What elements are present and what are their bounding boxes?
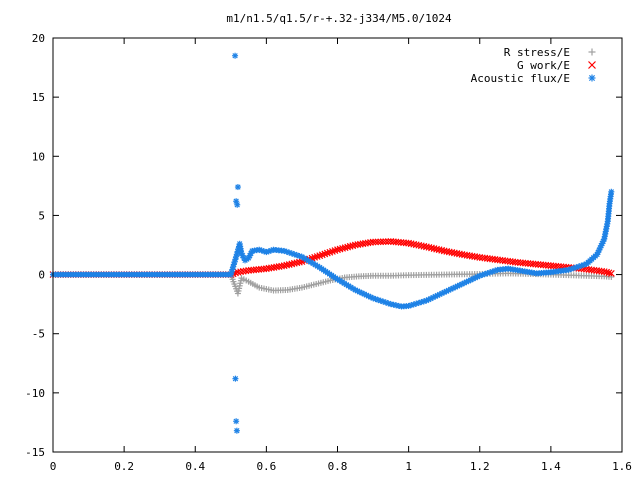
data-point: [407, 240, 415, 248]
series-2: [50, 52, 615, 434]
data-point: [412, 241, 420, 249]
data-point: [588, 61, 596, 69]
y-tick-label: -5: [32, 328, 45, 341]
data-point: [372, 238, 380, 246]
data-point: [384, 238, 392, 245]
x-tick-label: 0.2: [114, 460, 134, 473]
data-point: [232, 375, 239, 382]
data-point: [234, 268, 242, 276]
x-tick-label: 0.8: [328, 460, 348, 473]
data-point: [605, 269, 613, 277]
data-point: [608, 188, 615, 195]
x-tick-label: 1.6: [612, 460, 632, 473]
data-point: [374, 238, 382, 246]
data-point: [293, 259, 301, 267]
chart-title: m1/n1.5/q1.5/r-+.32-j334/M5.0/1024: [226, 12, 452, 25]
data-point: [382, 238, 390, 246]
data-point: [417, 242, 425, 250]
y-tick-label: 0: [38, 269, 45, 282]
x-tick-label: 0: [50, 460, 57, 473]
data-point: [453, 250, 461, 257]
data-point: [422, 243, 430, 251]
data-point: [415, 241, 423, 249]
data-point: [428, 244, 435, 252]
data-point: [280, 262, 288, 270]
data-point: [438, 246, 446, 254]
data-point: [295, 258, 303, 266]
data-point: [408, 302, 415, 309]
data-point: [239, 267, 247, 275]
data-point: [234, 184, 241, 191]
y-tick-label: -10: [25, 387, 45, 400]
x-tick-label: 1.4: [541, 460, 561, 473]
y-tick-label: 15: [32, 91, 45, 104]
x-tick-label: 1: [405, 460, 412, 473]
data-point: [588, 48, 596, 56]
data-point: [440, 247, 448, 255]
y-axis: 20 15 10 5 0 -5 -10 -15: [25, 32, 622, 459]
data-point: [233, 427, 240, 434]
plot-frame: [52, 37, 623, 453]
legend-label: R stress/E: [504, 46, 570, 59]
x-tick-label: 1.2: [470, 460, 490, 473]
data-point: [369, 238, 377, 246]
data-point: [278, 262, 286, 270]
plot-area: [49, 52, 615, 434]
y-tick-label: 10: [32, 150, 45, 163]
data-point: [405, 239, 413, 247]
data-point: [607, 269, 615, 277]
legend-label: Acoustic flux/E: [471, 72, 570, 85]
data-point: [425, 243, 433, 251]
data-point: [232, 52, 239, 59]
data-point: [283, 261, 291, 269]
data-point: [420, 242, 428, 250]
data-point: [290, 259, 298, 267]
x-tick-label: 0.6: [256, 460, 276, 473]
data-point: [435, 246, 443, 254]
data-point: [234, 201, 241, 208]
data-point: [377, 238, 385, 246]
data-point: [237, 268, 245, 276]
y-tick-label: 5: [38, 209, 45, 222]
data-point: [410, 240, 418, 248]
legend-label: G work/E: [517, 59, 570, 72]
data-point: [588, 74, 596, 82]
data-point: [433, 245, 440, 253]
data-point: [443, 247, 451, 255]
data-point: [448, 249, 456, 256]
x-axis: 0 0.2 0.4 0.6 0.8 1 1.2 1.4 1.6: [50, 38, 632, 473]
data-point: [288, 260, 296, 268]
data-point: [456, 250, 463, 258]
y-tick-label: 20: [32, 32, 45, 45]
y-tick-label: -15: [25, 446, 45, 459]
data-point: [445, 248, 453, 256]
x-tick-label: 0.4: [185, 460, 205, 473]
data-point: [379, 238, 387, 246]
data-point: [233, 418, 240, 425]
data-point: [430, 245, 438, 252]
data-point: [450, 249, 458, 257]
data-point: [285, 261, 293, 268]
